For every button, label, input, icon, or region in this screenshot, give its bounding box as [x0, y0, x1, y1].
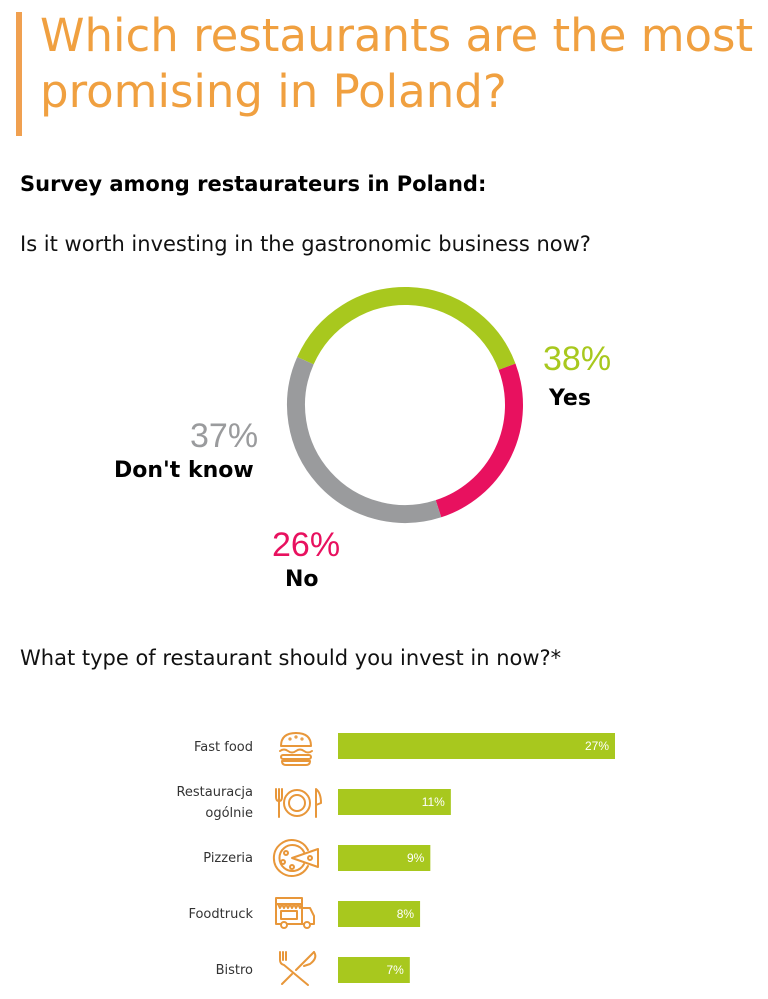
donut-chart — [287, 287, 523, 523]
bar-value-label: 8% — [397, 907, 415, 921]
foodtruck-icon — [275, 897, 315, 929]
plate-cutlery-icon — [275, 788, 322, 818]
bar-label-fast-food: Fast food — [194, 740, 253, 755]
bar-label-pizzeria: Pizzeria — [203, 851, 253, 866]
bar-value-label: 9% — [407, 851, 425, 865]
burger-icon — [279, 732, 313, 766]
crossed-cutlery-icon — [279, 951, 317, 986]
bar-bistro — [338, 957, 410, 983]
question-invest-now: Is it worth investing in the gastronomic… — [20, 232, 591, 256]
bar-label-restauracja: Restauracja ogólnie — [176, 785, 253, 821]
yes-percent: 38% — [543, 340, 612, 378]
page-title: Which restaurants are the most promising… — [40, 9, 754, 118]
dont-know-label: Don't know — [114, 458, 254, 483]
yes-segment — [297, 287, 516, 370]
pizza-icon — [272, 839, 319, 877]
bar-value-label: 27% — [585, 739, 609, 753]
no-segment — [435, 363, 523, 518]
bar-chart: 27% 11% 9% 8% 7% — [338, 733, 615, 983]
bar-fast-food — [338, 733, 615, 759]
no-percent: 26% — [272, 526, 341, 564]
title-accent-bar — [16, 12, 22, 136]
question-restaurant-type: What type of restaurant should you inves… — [20, 646, 562, 670]
dont-know-percent: 37% — [190, 417, 259, 455]
no-label: No — [285, 567, 319, 592]
bar-label-bistro: Bistro — [215, 963, 253, 978]
bar-label-foodtruck: Foodtruck — [188, 907, 253, 922]
bar-value-label: 11% — [422, 795, 445, 809]
bar-restauracja-og-lnie — [338, 789, 451, 815]
dont-know-segment — [287, 357, 442, 523]
survey-subtitle: Survey among restaurateurs in Poland: — [20, 172, 487, 196]
bar-pizzeria — [338, 845, 431, 871]
bar-foodtruck — [338, 901, 421, 927]
yes-label: Yes — [549, 386, 591, 411]
bar-value-label: 7% — [386, 963, 404, 977]
